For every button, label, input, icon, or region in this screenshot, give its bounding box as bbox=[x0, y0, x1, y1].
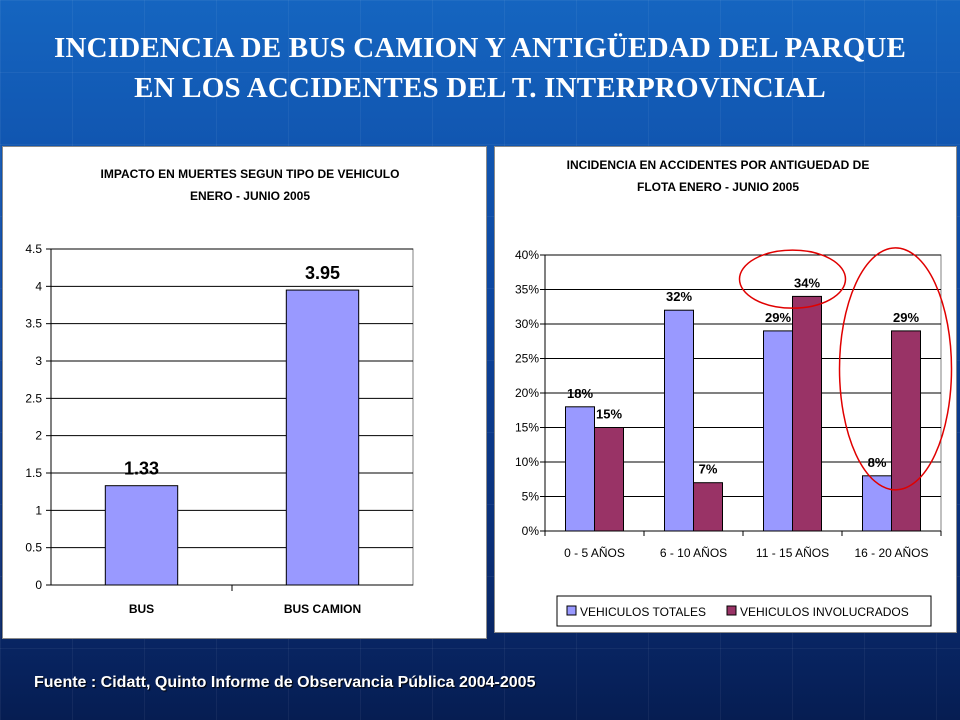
legend-label: VEHICULOS INVOLUCRADOS bbox=[740, 605, 909, 619]
y-tick-label: 40% bbox=[515, 248, 539, 262]
x-category-label: 11 - 15 AÑOS bbox=[756, 546, 829, 560]
slide-title: INCIDENCIA DE BUS CAMION Y ANTIGÜEDAD DE… bbox=[0, 28, 960, 108]
y-tick-label: 5% bbox=[522, 490, 540, 504]
bar-involucrados bbox=[792, 295, 822, 532]
x-category-label: 16 - 20 AÑOS bbox=[854, 546, 928, 560]
data-label: 15% bbox=[596, 407, 622, 422]
data-label: 8% bbox=[868, 455, 887, 470]
data-label: 7% bbox=[699, 462, 718, 477]
data-label: 34% bbox=[794, 275, 820, 290]
bar-involucrados bbox=[594, 427, 624, 532]
y-tick-label: 30% bbox=[515, 317, 539, 331]
data-label: 32% bbox=[666, 289, 692, 304]
y-tick-label: 2.5 bbox=[25, 391, 42, 405]
bar-involucrados bbox=[693, 482, 723, 532]
bar-totales bbox=[565, 406, 595, 532]
x-category-label: BUS CAMION bbox=[284, 602, 361, 616]
y-tick-label: 1 bbox=[35, 503, 42, 517]
data-label: 18% bbox=[567, 386, 593, 401]
data-label: 29% bbox=[893, 310, 919, 325]
y-tick-label: 1.5 bbox=[25, 466, 42, 480]
bar-totales bbox=[664, 309, 694, 532]
y-tick-label: 3.5 bbox=[25, 317, 42, 331]
chart-title-line-2: FLOTA ENERO - JUNIO 2005 bbox=[637, 180, 799, 194]
chart-title-line-1: IMPACTO EN MUERTES SEGUN TIPO DE VEHICUL… bbox=[101, 167, 400, 181]
legend-swatch-totales bbox=[566, 605, 577, 616]
y-tick-label: 4 bbox=[35, 279, 42, 293]
slide-title-line-2: EN LOS ACCIDENTES DEL T. INTERPROVINCIAL bbox=[134, 72, 826, 104]
slide-title-line-1: INCIDENCIA DE BUS CAMION Y ANTIGÜEDAD DE… bbox=[53, 32, 907, 64]
x-category-label: BUS bbox=[129, 602, 154, 616]
y-tick-label: 35% bbox=[515, 283, 539, 297]
bar-bus bbox=[104, 485, 179, 586]
y-tick-label: 3 bbox=[35, 354, 42, 368]
chart-panel-vehicle-deaths: IMPACTO EN MUERTES SEGUN TIPO DE VEHICUL… bbox=[2, 146, 487, 639]
fleet-age-bar-chart: INCIDENCIA EN ACCIDENTES POR ANTIGUEDAD … bbox=[515, 158, 953, 627]
source-note: Fuente : Cidatt, Quinto Informe de Obser… bbox=[34, 674, 536, 691]
y-tick-label: 0.5 bbox=[25, 541, 42, 555]
x-category-label: 6 - 10 AÑOS bbox=[660, 546, 727, 560]
y-tick-label: 20% bbox=[515, 386, 539, 400]
bar-totales bbox=[862, 475, 892, 532]
bar-totales bbox=[763, 330, 793, 532]
data-label: 3.95 bbox=[305, 263, 340, 283]
chart-panel-fleet-age: INCIDENCIA EN ACCIDENTES POR ANTIGUEDAD … bbox=[494, 146, 957, 633]
bar-involucrados bbox=[891, 330, 921, 532]
y-tick-label: 15% bbox=[515, 421, 539, 435]
chart-title-line-2: ENERO - JUNIO 2005 bbox=[190, 189, 310, 203]
legend-box bbox=[556, 595, 932, 627]
y-tick-label: 25% bbox=[515, 352, 539, 366]
y-tick-label: 0 bbox=[35, 578, 42, 592]
bar-bus-camion bbox=[285, 289, 360, 586]
data-label: 1.33 bbox=[124, 459, 159, 479]
highlight-ellipse-11-15 bbox=[738, 249, 847, 309]
y-tick-label: 2 bbox=[35, 429, 42, 443]
vehicle-deaths-bar-chart: IMPACTO EN MUERTES SEGUN TIPO DE VEHICUL… bbox=[25, 167, 414, 616]
y-tick-label: 0% bbox=[522, 524, 540, 538]
y-tick-label: 4.5 bbox=[25, 242, 42, 256]
x-category-label: 0 - 5 AÑOS bbox=[564, 546, 625, 560]
y-tick-label: 10% bbox=[515, 455, 539, 469]
data-label: 29% bbox=[765, 310, 791, 325]
chart-title-line-1: INCIDENCIA EN ACCIDENTES POR ANTIGUEDAD … bbox=[567, 158, 870, 172]
legend-label: VEHICULOS TOTALES bbox=[580, 605, 706, 619]
highlight-ellipse-16-20 bbox=[838, 247, 953, 491]
legend-swatch-involucrados bbox=[726, 605, 737, 616]
